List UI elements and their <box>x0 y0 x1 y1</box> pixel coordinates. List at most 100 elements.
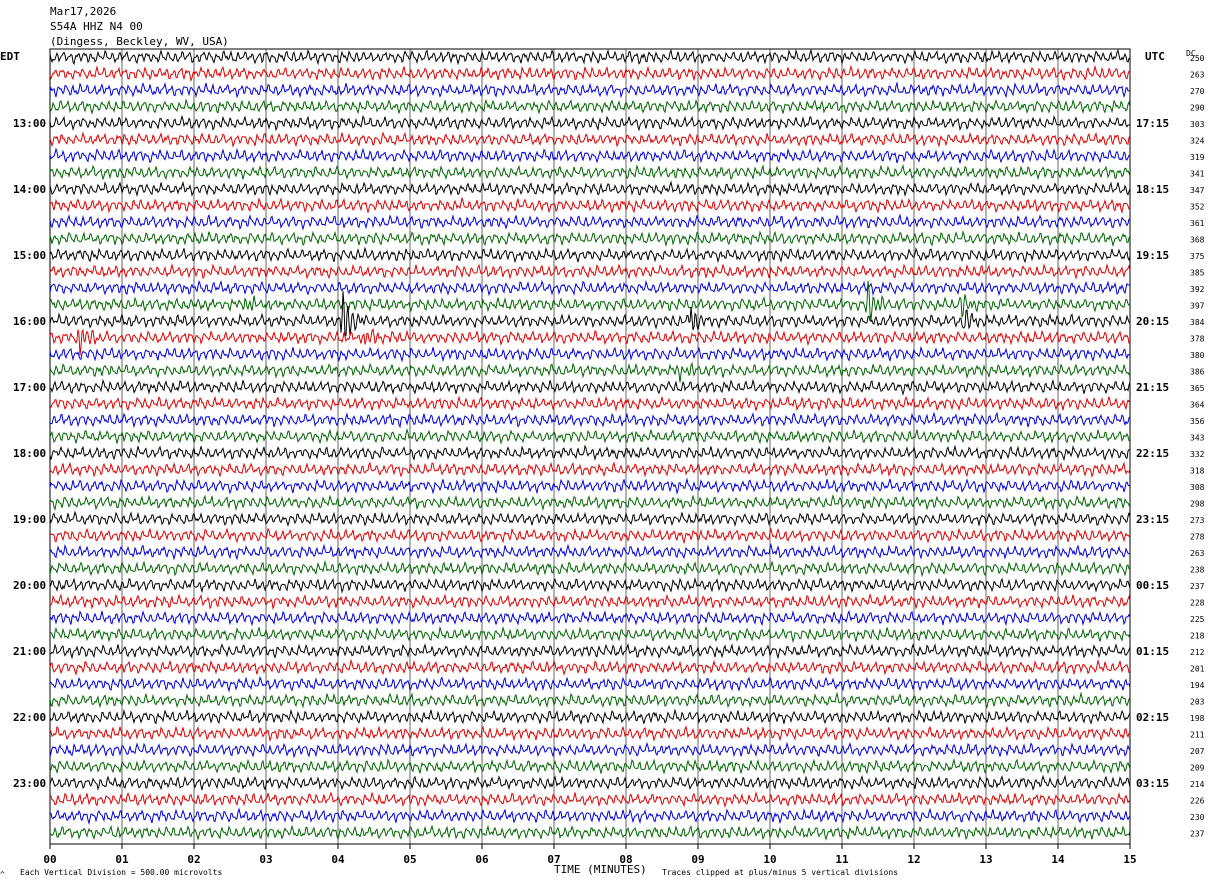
utc-time-label: 03:15 <box>1136 777 1169 790</box>
seismic-trace <box>49 163 1131 181</box>
utc-time-label: 02:15 <box>1136 711 1169 724</box>
edt-time-label: 13:00 <box>13 117 46 130</box>
seismic-trace <box>49 593 1131 611</box>
utc-time-label: 21:15 <box>1136 381 1169 394</box>
x-tick-label: 11 <box>835 853 849 866</box>
dc-offset-label: 237 <box>1190 830 1205 839</box>
seismic-trace <box>49 791 1131 809</box>
utc-time-label: 00:15 <box>1136 579 1169 592</box>
dc-offset-label: 392 <box>1190 285 1205 294</box>
dc-offset-label: 303 <box>1190 120 1205 129</box>
seismic-trace <box>49 675 1131 693</box>
dc-offset-label: 225 <box>1190 615 1205 624</box>
seismic-trace <box>49 609 1131 627</box>
x-tick-label: 08 <box>619 853 632 866</box>
utc-time-label: 19:15 <box>1136 249 1169 262</box>
dc-offset-label: 318 <box>1190 467 1205 476</box>
dc-offset-label: 361 <box>1190 219 1205 228</box>
seismic-trace <box>49 444 1130 462</box>
edt-time-label: 16:00 <box>13 315 46 328</box>
seismic-trace <box>49 378 1131 396</box>
utc-time-label: 20:15 <box>1136 315 1169 328</box>
dc-offset-label: 201 <box>1190 665 1205 674</box>
x-axis-label: TIME (MINUTES) <box>554 863 647 876</box>
seismic-trace <box>49 758 1131 775</box>
x-tick-label: 06 <box>475 853 489 866</box>
dc-offset-label: 380 <box>1190 351 1205 360</box>
seismic-trace <box>49 345 1131 363</box>
edt-time-label: 14:00 <box>13 183 46 196</box>
dc-offset-label: 203 <box>1190 698 1205 707</box>
x-tick-label: 09 <box>691 853 704 866</box>
dc-offset-label: 214 <box>1190 780 1205 789</box>
dc-offset-label: 278 <box>1190 533 1205 542</box>
dc-offset-label: 386 <box>1190 368 1205 377</box>
dc-offset-label: 319 <box>1190 153 1205 162</box>
dc-offset-label: 207 <box>1190 747 1205 756</box>
seismic-trace <box>49 527 1131 545</box>
dc-offset-label: 343 <box>1190 434 1205 443</box>
x-tick-label: 14 <box>1051 853 1065 866</box>
edt-time-label: 20:00 <box>13 579 46 592</box>
edt-time-label: 15:00 <box>13 249 46 262</box>
seismic-trace <box>49 98 1131 116</box>
x-tick-label: 01 <box>115 853 129 866</box>
seismic-trace <box>49 131 1131 148</box>
x-tick-label: 00 <box>43 853 56 866</box>
dc-offset-label: 298 <box>1190 500 1205 509</box>
dc-offset-label: 365 <box>1190 384 1205 393</box>
dc-offset-label: 194 <box>1190 681 1205 690</box>
seismic-trace <box>49 510 1131 528</box>
seismic-trace <box>49 741 1131 759</box>
x-tick-label: 03 <box>259 853 272 866</box>
dc-offset-label: 397 <box>1190 302 1205 311</box>
seismic-trace <box>49 395 1131 412</box>
dc-offset-label: 209 <box>1190 764 1205 773</box>
x-tick-label: 15 <box>1123 853 1136 866</box>
dc-offset-label: 238 <box>1190 566 1205 575</box>
seismic-trace <box>49 263 1131 280</box>
dc-offset-label: 228 <box>1190 599 1205 608</box>
utc-label: UTC <box>1145 50 1165 63</box>
dc-offset-label: 384 <box>1190 318 1205 327</box>
x-tick-label: 02 <box>187 853 200 866</box>
dc-offset-label: 263 <box>1190 549 1205 558</box>
dc-offset-label: 368 <box>1190 236 1205 245</box>
clip-note: Traces clipped at plus/minus 5 vertical … <box>662 868 899 877</box>
plot-frame <box>49 48 1131 845</box>
seismic-trace <box>49 807 1131 826</box>
dc-offset-label: 230 <box>1190 813 1205 822</box>
utc-time-label: 18:15 <box>1136 183 1169 196</box>
dc-offset-label: 356 <box>1190 417 1205 426</box>
seismic-trace <box>49 477 1131 495</box>
seismic-trace <box>49 213 1131 231</box>
x-tick-label: 13 <box>979 853 992 866</box>
seismic-trace <box>49 180 1131 198</box>
seismic-trace <box>49 428 1131 445</box>
x-tick-label: 04 <box>331 853 345 866</box>
seismic-trace <box>49 559 1131 578</box>
x-tick-label: 10 <box>763 853 776 866</box>
x-tick-label: 12 <box>907 853 920 866</box>
utc-time-label: 01:15 <box>1136 645 1169 658</box>
seismic-trace <box>49 411 1131 429</box>
seismic-trace <box>49 642 1131 660</box>
scale-note: Each Vertical Division = 500.00 microvol… <box>20 868 223 877</box>
seismic-trace <box>49 824 1131 841</box>
dc-offset-label: 378 <box>1190 335 1205 344</box>
dc-offset-label: 270 <box>1190 87 1205 96</box>
seismic-trace <box>49 196 1131 215</box>
seismic-trace <box>49 280 1131 321</box>
seismic-trace <box>49 114 1131 132</box>
dc-label: DC <box>1186 49 1196 58</box>
corner-mark: ^ <box>0 870 5 879</box>
seismic-trace <box>49 81 1131 99</box>
edt-label: EDT <box>0 50 20 63</box>
seismic-trace <box>49 291 1131 337</box>
dc-offset-label: 308 <box>1190 483 1205 492</box>
dc-offset-label: 341 <box>1190 170 1205 179</box>
edt-time-label: 17:00 <box>13 381 46 394</box>
utc-time-label: 22:15 <box>1136 447 1169 460</box>
seismic-trace <box>49 361 1131 383</box>
